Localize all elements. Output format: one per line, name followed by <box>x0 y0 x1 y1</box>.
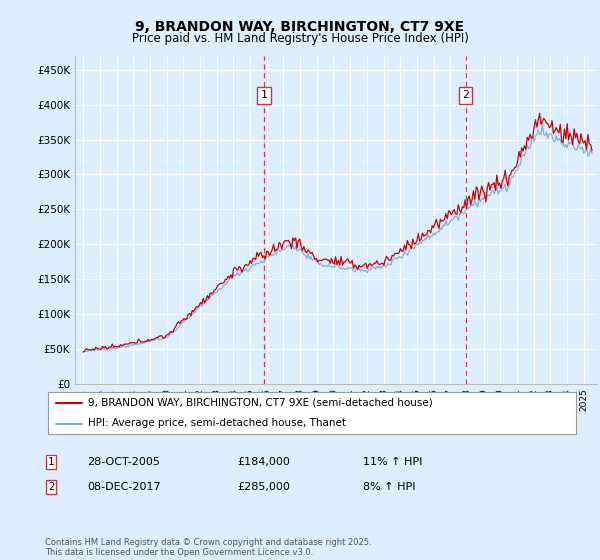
Text: Contains HM Land Registry data © Crown copyright and database right 2025.
This d: Contains HM Land Registry data © Crown c… <box>45 538 371 557</box>
Text: 28-OCT-2005: 28-OCT-2005 <box>87 457 160 467</box>
Text: £184,000: £184,000 <box>237 457 290 467</box>
Text: 2: 2 <box>48 482 54 492</box>
Text: 2: 2 <box>462 90 469 100</box>
Text: 1: 1 <box>48 457 54 467</box>
Text: 11% ↑ HPI: 11% ↑ HPI <box>363 457 422 467</box>
Text: HPI: Average price, semi-detached house, Thanet: HPI: Average price, semi-detached house,… <box>88 418 346 428</box>
Text: £285,000: £285,000 <box>237 482 290 492</box>
Text: Price paid vs. HM Land Registry's House Price Index (HPI): Price paid vs. HM Land Registry's House … <box>131 32 469 45</box>
Text: 8% ↑ HPI: 8% ↑ HPI <box>363 482 415 492</box>
Text: 1: 1 <box>260 90 268 100</box>
Text: 9, BRANDON WAY, BIRCHINGTON, CT7 9XE: 9, BRANDON WAY, BIRCHINGTON, CT7 9XE <box>136 20 464 34</box>
Text: 9, BRANDON WAY, BIRCHINGTON, CT7 9XE (semi-detached house): 9, BRANDON WAY, BIRCHINGTON, CT7 9XE (se… <box>88 398 433 408</box>
Text: 08-DEC-2017: 08-DEC-2017 <box>87 482 161 492</box>
